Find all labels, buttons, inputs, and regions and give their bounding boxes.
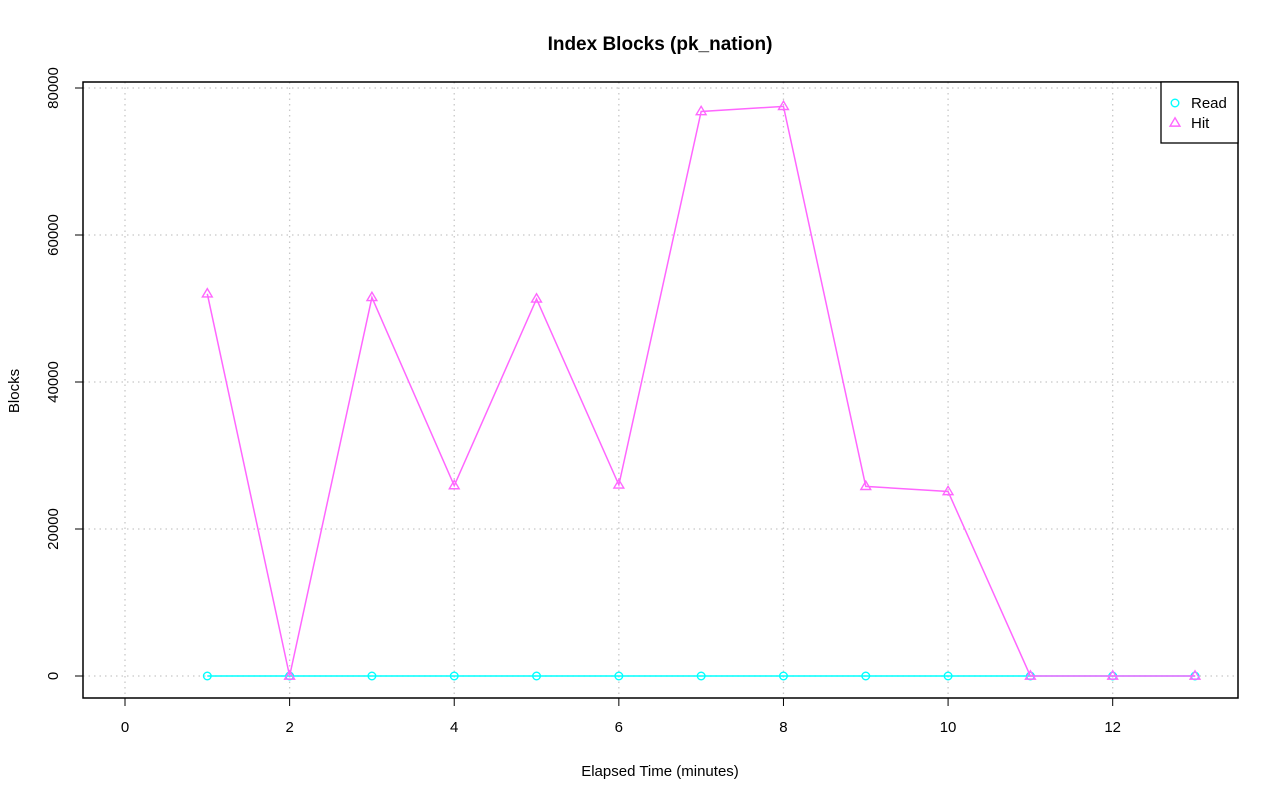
data-point-hit (694, 104, 708, 116)
data-point-hit (530, 292, 543, 303)
legend: Read Hit (1160, 81, 1239, 144)
legend-label-read: Read (1191, 95, 1227, 112)
data-point-hit (1188, 669, 1202, 680)
data-point-read (614, 671, 624, 681)
data-point-read (532, 671, 542, 681)
data-point-hit (777, 99, 790, 111)
data-point-hit (283, 669, 296, 680)
x-tick-label: 4 (450, 719, 458, 736)
data-point-hit (1024, 669, 1037, 680)
legend-label-hit: Hit (1191, 115, 1210, 132)
y-tick-label: 0 (45, 672, 62, 680)
x-tick-label: 0 (121, 719, 129, 736)
axes: 0 2 4 6 8 10 12 0 20000 40000 60000 80000 (45, 67, 1239, 736)
x-tick-label: 12 (1104, 719, 1121, 736)
x-tick-label: 10 (940, 719, 957, 736)
data-point-read (778, 671, 788, 681)
data-point-hit (201, 287, 214, 298)
legend-marker-hit (1168, 116, 1182, 127)
y-tick-label: 40000 (45, 361, 62, 403)
x-axis-label: Elapsed Time (minutes) (581, 763, 739, 780)
data-point-read (696, 671, 706, 681)
legend-box (1160, 81, 1239, 144)
series-hit (201, 99, 1202, 680)
y-tick-label: 80000 (45, 67, 62, 109)
data-point-read (202, 671, 212, 681)
legend-marker-read (1170, 98, 1180, 108)
y-tick-label: 60000 (45, 214, 62, 256)
plot-frame (82, 81, 1239, 699)
data-point-hit (448, 479, 461, 490)
x-tick-label: 6 (615, 719, 623, 736)
chart-title: Index Blocks (pk_nation) (548, 34, 773, 55)
data-point-hit (941, 484, 955, 496)
data-point-hit (859, 479, 872, 491)
y-tick-label: 20000 (45, 508, 62, 550)
data-point-read (943, 671, 953, 681)
data-point-hit (1106, 669, 1119, 680)
series-line-hit (206, 105, 1195, 677)
data-point-hit (365, 290, 379, 302)
series (201, 99, 1202, 681)
x-tick-label: 2 (285, 719, 293, 736)
grid (83, 82, 1238, 698)
data-point-read (367, 671, 377, 681)
y-axis-label: Blocks (6, 369, 23, 413)
data-point-read (861, 671, 871, 681)
data-point-hit (612, 478, 626, 489)
data-point-read (449, 671, 459, 681)
x-tick-label: 8 (779, 719, 787, 736)
